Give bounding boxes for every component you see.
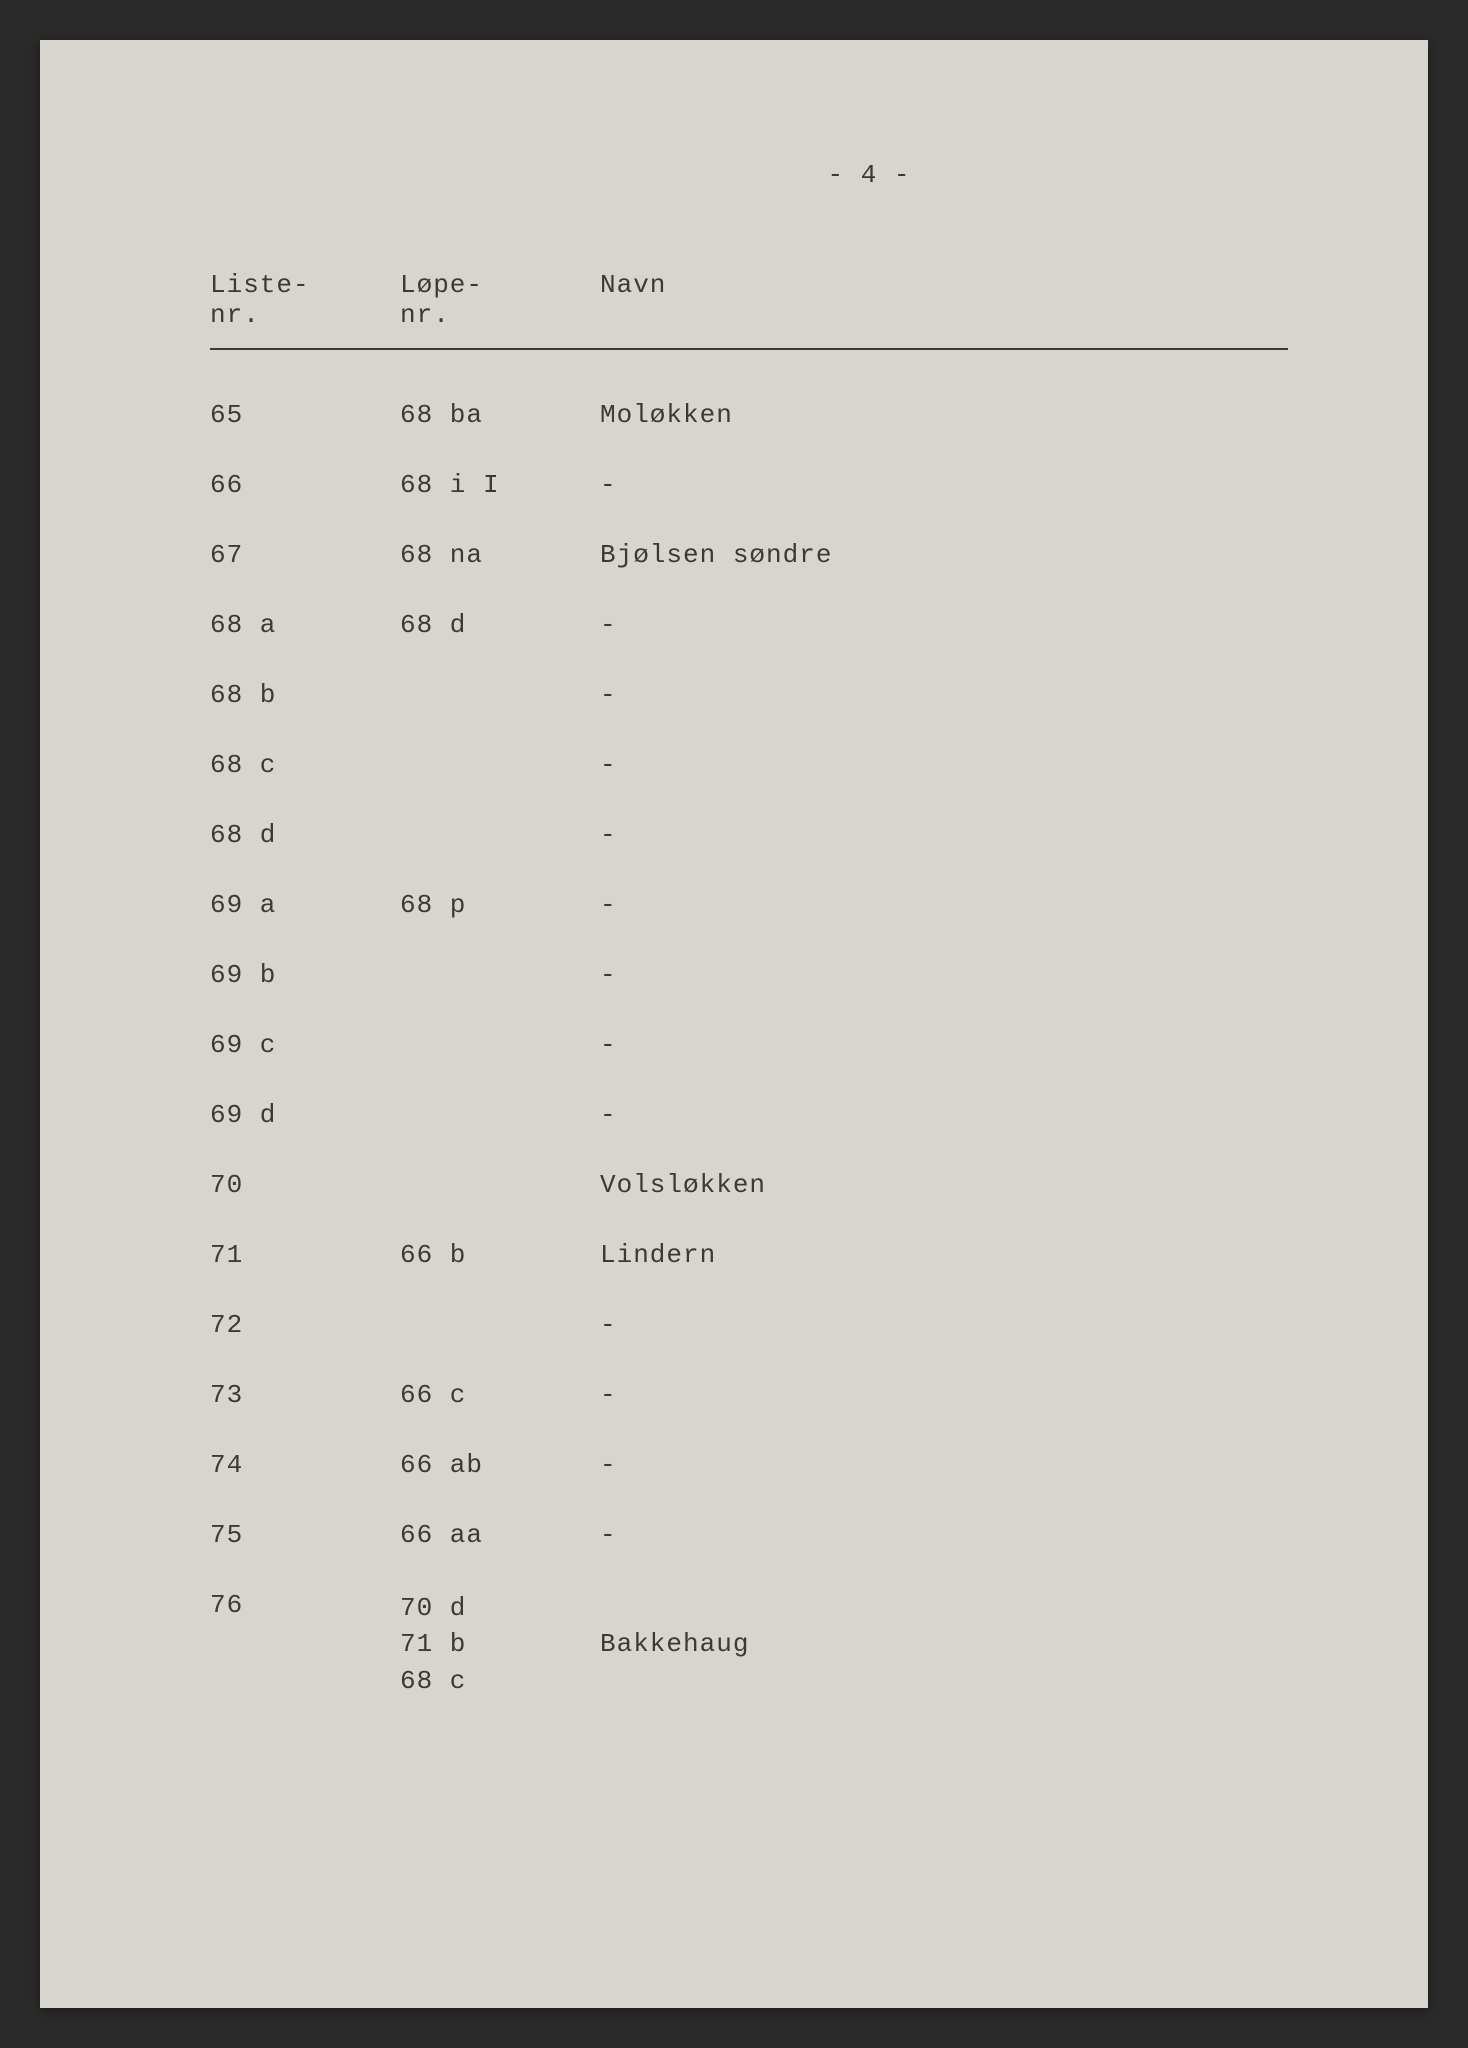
cell-lope: 68 i I	[400, 470, 600, 500]
cell-liste: 71	[210, 1240, 400, 1270]
header-liste-line1: Liste-	[210, 270, 400, 300]
cell-liste: 72	[210, 1310, 400, 1340]
cell-liste: 70	[210, 1170, 400, 1200]
table-row: 68 a68 d-	[210, 610, 1288, 640]
cell-liste: 65	[210, 400, 400, 430]
cell-navn: Bakkehaug	[600, 1590, 1288, 1663]
cell-lope: 68 p	[400, 890, 600, 920]
table-row: 7366 c-	[210, 1380, 1288, 1410]
cell-navn: -	[600, 610, 1288, 640]
cell-liste: 69 a	[210, 890, 400, 920]
table-row: 6768 naBjølsen søndre	[210, 540, 1288, 570]
cell-navn: -	[600, 1520, 1288, 1550]
cell-lope-line: 68 c	[400, 1663, 600, 1699]
cell-navn: -	[600, 1030, 1288, 1060]
cell-navn: -	[600, 470, 1288, 500]
header-liste: Liste- nr.	[210, 270, 400, 330]
cell-navn: -	[600, 750, 1288, 780]
table-row: 7466 ab-	[210, 1450, 1288, 1480]
cell-lope: 68 na	[400, 540, 600, 570]
table-row: 69 d -	[210, 1100, 1288, 1130]
table-row: 70 Volsløkken	[210, 1170, 1288, 1200]
table-row: 69 b -	[210, 960, 1288, 990]
table-row: 6668 i I-	[210, 470, 1288, 500]
cell-navn: Volsløkken	[600, 1170, 1288, 1200]
table-row: 76 70 d 71 b 68 c Bakkehaug	[210, 1590, 1288, 1699]
cell-lope: 66 c	[400, 1380, 600, 1410]
cell-navn: -	[600, 680, 1288, 710]
table-row: 69 a68 p-	[210, 890, 1288, 920]
table-header: Liste- nr. Løpe- nr. Navn	[210, 270, 1288, 330]
table-row: 69 c -	[210, 1030, 1288, 1060]
document-page: - 4 - Liste- nr. Løpe- nr. Navn 6568 baM…	[40, 40, 1428, 2008]
cell-navn: -	[600, 1100, 1288, 1130]
cell-navn-text: Bakkehaug	[600, 1626, 1288, 1662]
cell-navn: -	[600, 820, 1288, 850]
cell-navn: -	[600, 1380, 1288, 1410]
cell-lope: 66 ab	[400, 1450, 600, 1480]
table-row: 6568 baMoløkken	[210, 400, 1288, 430]
cell-lope-multi: 70 d 71 b 68 c	[400, 1590, 600, 1699]
cell-liste: 67	[210, 540, 400, 570]
cell-navn: -	[600, 890, 1288, 920]
table-row: 7566 aa-	[210, 1520, 1288, 1550]
header-liste-line2: nr.	[210, 300, 400, 330]
header-lope-line1: Løpe-	[400, 270, 600, 300]
cell-lope: 66 b	[400, 1240, 600, 1270]
cell-liste: 68 b	[210, 680, 400, 710]
cell-liste: 66	[210, 470, 400, 500]
header-lope-line2: nr.	[400, 300, 600, 330]
cell-navn: -	[600, 960, 1288, 990]
cell-liste: 68 d	[210, 820, 400, 850]
cell-liste: 68 c	[210, 750, 400, 780]
cell-lope: 66 aa	[400, 1520, 600, 1550]
cell-lope-line: 70 d	[400, 1590, 600, 1626]
cell-lope-line: 71 b	[400, 1626, 600, 1662]
page-number: - 4 -	[210, 160, 1288, 190]
cell-liste: 68 a	[210, 610, 400, 640]
cell-liste: 69 b	[210, 960, 400, 990]
cell-lope: 68 d	[400, 610, 600, 640]
cell-liste: 76	[210, 1590, 400, 1620]
cell-navn: Bjølsen søndre	[600, 540, 1288, 570]
cell-lope: 68 ba	[400, 400, 600, 430]
cell-navn: -	[600, 1450, 1288, 1480]
cell-navn: Lindern	[600, 1240, 1288, 1270]
table-row: 72 -	[210, 1310, 1288, 1340]
table-row: 68 c -	[210, 750, 1288, 780]
cell-navn: Moløkken	[600, 400, 1288, 430]
cell-liste: 74	[210, 1450, 400, 1480]
header-lope: Løpe- nr.	[400, 270, 600, 330]
cell-liste: 75	[210, 1520, 400, 1550]
header-navn: Navn	[600, 270, 1288, 330]
cell-liste: 73	[210, 1380, 400, 1410]
cell-liste: 69 c	[210, 1030, 400, 1060]
table-row: 68 b -	[210, 680, 1288, 710]
table-row: 68 d -	[210, 820, 1288, 850]
table-body: 6568 baMoløkken6668 i I-6768 naBjølsen s…	[210, 400, 1288, 1550]
cell-navn: -	[600, 1310, 1288, 1340]
cell-liste: 69 d	[210, 1100, 400, 1130]
header-divider	[210, 348, 1288, 350]
table-row: 7166 bLindern	[210, 1240, 1288, 1270]
